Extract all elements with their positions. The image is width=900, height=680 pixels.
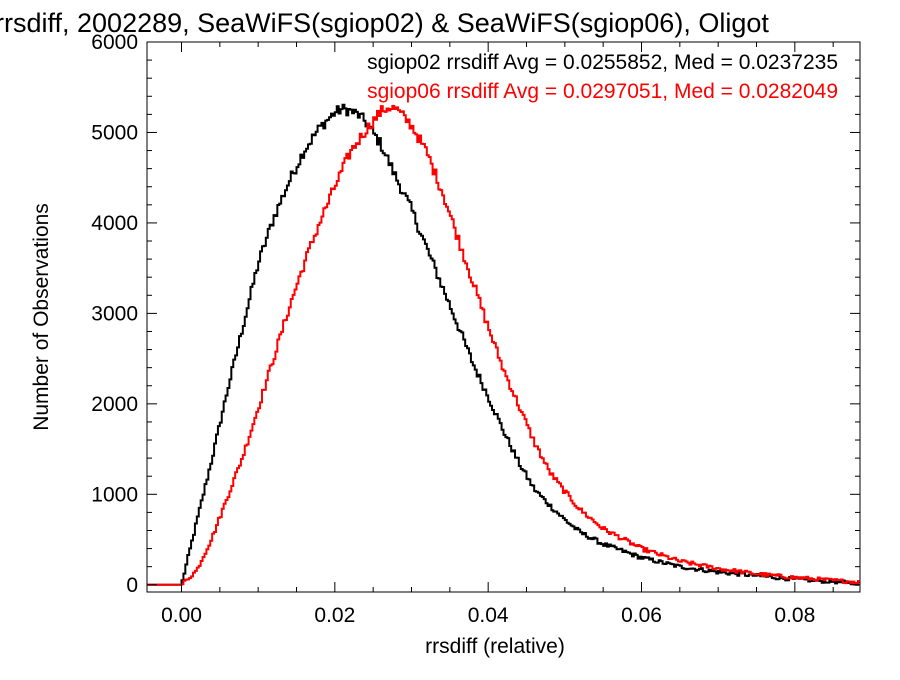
x-tick-label: 0.00: [161, 604, 202, 627]
y-tick-label: 2000: [91, 393, 138, 416]
x-axis: 0.00 0.02 0.04 0.06 0.08: [161, 42, 834, 627]
y-tick-label: 5000: [91, 121, 138, 144]
legend-annotation-sgiop06: sgiop06 rrsdiff Avg = 0.0297051, Med = 0…: [367, 80, 838, 103]
x-tick-label: 0.08: [774, 604, 815, 627]
y-tick-label: 1000: [91, 483, 138, 506]
chart-title: rrsdiff, 2002289, SeaWiFS(sgiop02) & Sea…: [0, 8, 769, 38]
y-tick-label: 0: [126, 574, 138, 597]
x-tick-label: 0.02: [314, 604, 355, 627]
y-tick-label: 4000: [91, 212, 138, 235]
y-axis-label: Number of Observations: [30, 203, 53, 431]
y-axis: 0 1000 2000 3000 4000 5000 6000: [91, 31, 860, 597]
plot-frame: [146, 41, 861, 593]
x-tick-label: 0.06: [621, 604, 662, 627]
series-layer: [147, 103, 860, 586]
series-line-sgiop06: [147, 104, 860, 586]
y-tick-label: 3000: [91, 302, 138, 325]
y-tick-label: 6000: [91, 31, 138, 54]
x-tick-label: 0.04: [468, 604, 509, 627]
x-axis-label: rrsdiff (relative): [425, 635, 565, 658]
legend-annotation-sgiop02: sgiop02 rrsdiff Avg = 0.0255852, Med = 0…: [367, 51, 838, 74]
